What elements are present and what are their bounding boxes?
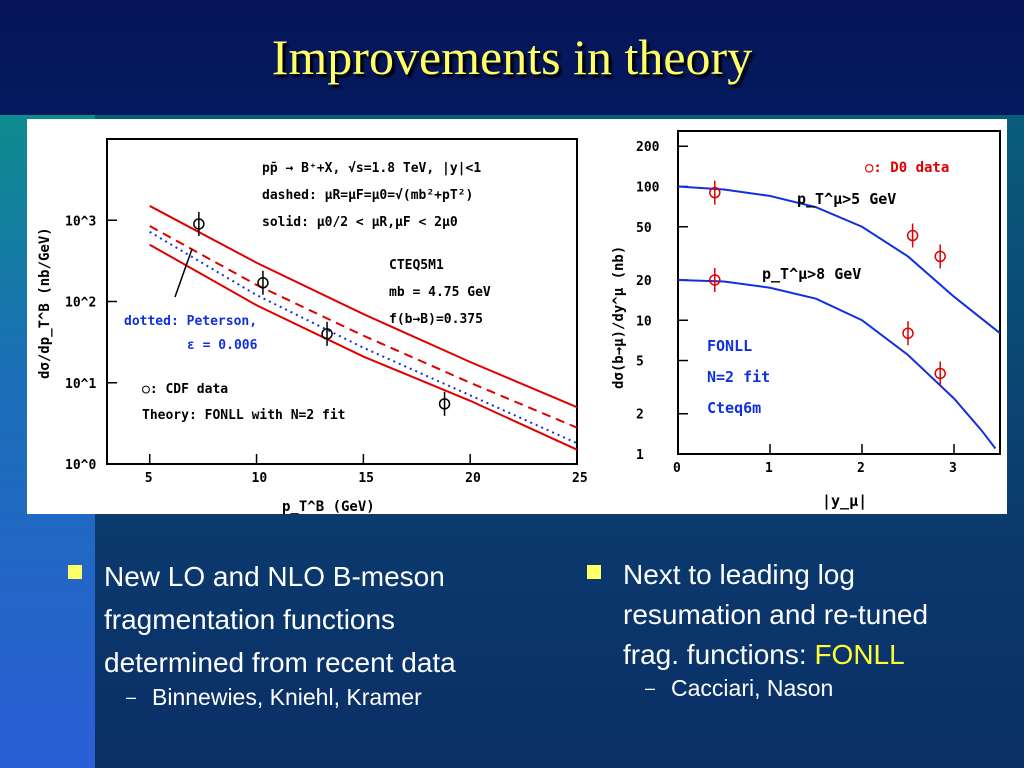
y-tick-label: 50 — [636, 221, 652, 236]
left-curves — [149, 205, 578, 451]
right-ann-pt8: p_T^μ>8 GeV — [762, 265, 861, 283]
left-ylabel: dσ/dp_T^B (nb/GeV) — [37, 227, 53, 379]
left-ann-solid: solid: μ0/2 < μR,μF < 2μ0 — [262, 215, 458, 230]
left-chart: 5 10 15 20 25 10^0 10^1 10^2 10^3 p_T^B (GeV) dσ… — [37, 138, 588, 515]
left-ann-dotted2: ε = 0.006 — [187, 338, 258, 353]
right-chart: 0 1 2 3 1 2 5 10 20 50 100 200 |y_μ| dσ(b→μ)/dy^μ (… — [611, 130, 1001, 511]
bullet1-line2: fragmentation functions — [104, 604, 396, 635]
bullet-left: New LO and NLO B-meson fragmentation fun… — [68, 555, 548, 711]
right-data-points — [709, 180, 946, 386]
left-ann-dotted1: dotted: Peterson, — [124, 314, 257, 329]
curve-solid-upper — [149, 205, 578, 409]
bullet1-sub: Binnewies, Kniehl, Kramer — [152, 684, 422, 710]
right-xlabel: |y_μ| — [822, 492, 867, 511]
right-ann-d0: ○: D0 data — [865, 160, 949, 176]
left-xlabel: p_T^B (GeV) — [282, 499, 375, 514]
left-ann-pdf: CTEQ5M1 — [389, 258, 444, 273]
bullet2-line2: resumation and re-tuned — [623, 599, 929, 630]
y-tick-label: 200 — [636, 140, 660, 155]
x-tick-label: 5 — [145, 471, 153, 486]
data-point — [321, 328, 333, 340]
sub-dash: – — [126, 687, 137, 707]
sub-dash: – — [645, 678, 656, 698]
right-plot-frame — [677, 130, 1001, 455]
left-ann-frag: f(b→B)=0.375 — [389, 312, 483, 327]
bullet1-line1: New LO and NLO B-meson — [104, 561, 445, 592]
bullet-right: Next to leading log resumation and re-tu… — [587, 555, 1017, 702]
curve-pt-8-gev — [677, 278, 997, 450]
title-bar: Improvements in theory — [0, 0, 1024, 115]
y-tick-label: 5 — [636, 355, 644, 370]
y-tick-label: 100 — [636, 181, 660, 196]
bullet1-line3: determined from recent data — [104, 647, 456, 678]
data-point — [934, 250, 946, 263]
data-point — [193, 218, 205, 230]
x-tick-label: 3 — [949, 461, 957, 476]
figure-panel: 5 10 15 20 25 10^0 10^1 10^2 10^3 p_T^B (GeV) dσ… — [27, 119, 1007, 515]
bullet2-sub: Cacciari, Nason — [671, 675, 834, 701]
curve-solid-lower — [149, 243, 578, 451]
right-ann-fit: N=2 fit — [707, 368, 770, 386]
left-ann-cdf: ○: CDF data — [142, 382, 228, 397]
y-tick-label: 1 — [636, 448, 644, 463]
y-tick-label: 10^1 — [65, 377, 96, 392]
data-point — [709, 186, 721, 199]
curve-dashed — [149, 225, 578, 429]
y-tick-label: 20 — [636, 274, 652, 289]
left-ann-process: pp̄ → B⁺+X, √s=1.8 TeV, |y|<1 — [262, 161, 481, 176]
bullet-marker — [587, 565, 601, 579]
right-curves — [677, 185, 1001, 450]
y-tick-label: 2 — [636, 408, 644, 423]
x-tick-label: 10 — [252, 471, 268, 486]
y-tick-label: 10^2 — [65, 296, 96, 311]
right-ylabel: dσ(b→μ)/dy^μ (nb) — [611, 246, 627, 389]
x-tick-label: 1 — [765, 461, 773, 476]
slide-title: Improvements in theory — [271, 29, 753, 85]
x-tick-label: 25 — [572, 471, 588, 486]
y-tick-label: 10^3 — [65, 214, 96, 229]
data-point — [906, 229, 919, 242]
x-tick-label: 15 — [358, 471, 374, 486]
fonll-highlight: FONLL — [814, 639, 905, 670]
right-ann-pt5: p_T^μ>5 GeV — [797, 190, 896, 208]
data-point — [934, 367, 946, 380]
left-annotation-arrow — [174, 248, 193, 298]
y-tick-label: 10^0 — [65, 458, 96, 473]
left-data-points — [193, 211, 451, 416]
x-tick-label: 20 — [465, 471, 481, 486]
curve-pt-5-gev — [677, 185, 1001, 334]
left-ann-dashed: dashed: μR=μF=μ0=√(mb²+pT²) — [262, 188, 473, 203]
data-point — [438, 398, 451, 410]
bullet2-line1: Next to leading log — [623, 559, 855, 590]
x-tick-label: 0 — [673, 461, 681, 476]
bullet2-line3: frag. functions: — [623, 639, 815, 670]
left-ticks: 5 10 15 20 25 10^0 10^1 10^2 10^3 — [65, 214, 588, 486]
right-ticks: 0 1 2 3 1 2 5 10 20 50 100 200 — [636, 140, 957, 476]
data-point — [902, 327, 914, 339]
left-ann-mass: mb = 4.75 GeV — [389, 285, 491, 300]
data-point — [257, 277, 269, 289]
right-ann-pdf: Cteq6m — [707, 399, 761, 417]
y-tick-label: 10 — [636, 314, 652, 329]
left-ann-theory: Theory: FONLL with N=2 fit — [142, 408, 346, 423]
right-ann-fonll: FONLL — [707, 337, 752, 355]
x-tick-label: 2 — [857, 461, 865, 476]
bullet-marker — [68, 565, 82, 579]
data-point — [709, 274, 721, 286]
